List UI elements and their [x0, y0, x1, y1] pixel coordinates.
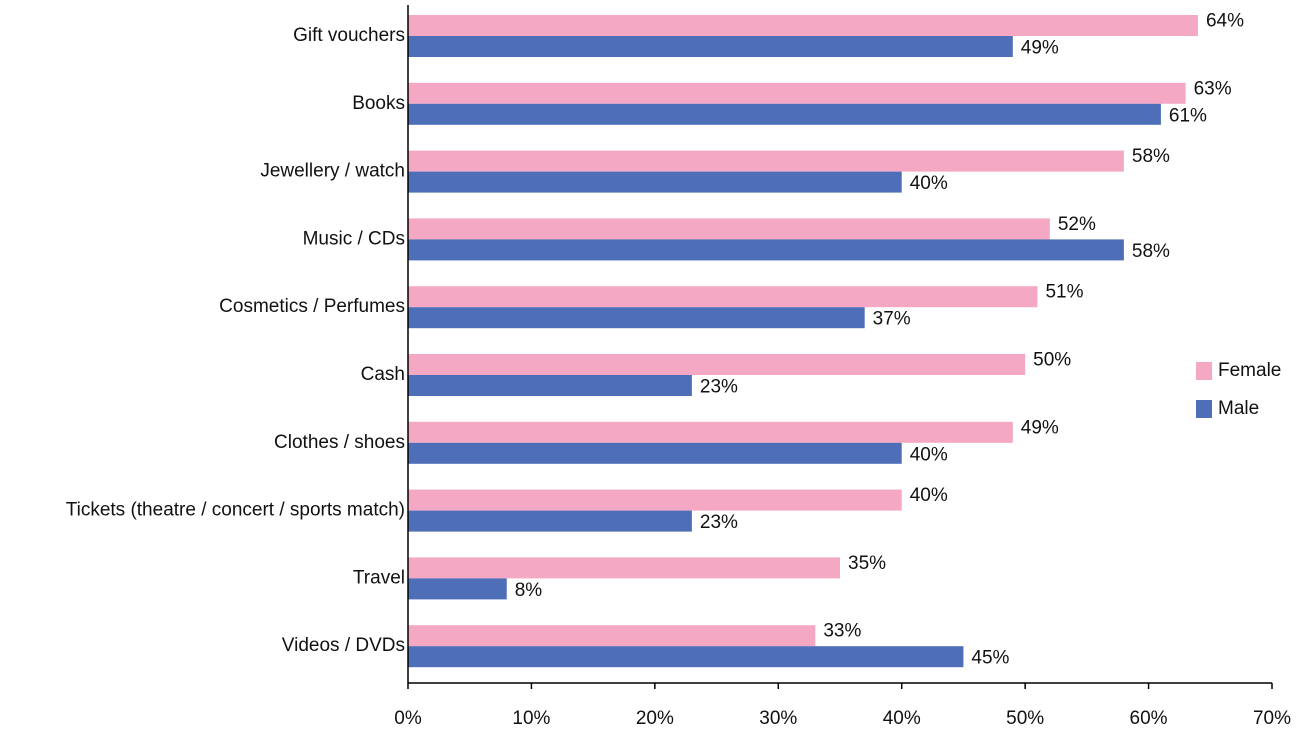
x-tick-label: 50%: [1006, 708, 1044, 729]
category-label: Videos / DVDs: [282, 635, 405, 656]
bar: [408, 239, 1124, 261]
bar: [408, 646, 964, 668]
bar: [408, 375, 692, 396]
x-tick-label: 20%: [636, 708, 674, 729]
category-label: Tickets (theatre / concert / sports matc…: [66, 500, 405, 521]
category-label: Cash: [361, 364, 405, 385]
value-label: 40%: [910, 173, 948, 194]
x-tick-label: 60%: [1130, 708, 1168, 729]
bar: [408, 421, 1013, 443]
bar: [408, 354, 1026, 375]
value-label: 8%: [515, 580, 543, 601]
value-label: 37%: [873, 309, 911, 330]
category-label: Cosmetics / Perfumes: [219, 296, 405, 317]
bar: [408, 218, 1050, 240]
x-tick-label: 10%: [512, 708, 550, 729]
value-label: 61%: [1169, 105, 1207, 126]
bar: [408, 103, 1161, 125]
value-label: 35%: [848, 553, 886, 574]
legend-label: Female: [1218, 360, 1281, 381]
bar: [408, 307, 865, 329]
bar: [408, 489, 902, 511]
legend-swatch: [1196, 400, 1212, 418]
category-label: Gift vouchers: [293, 25, 405, 46]
category-label: Books: [352, 93, 405, 114]
value-label: 40%: [910, 485, 948, 506]
value-label: 23%: [700, 512, 738, 533]
bar: [408, 82, 1186, 104]
x-tick-label: 70%: [1253, 708, 1291, 729]
bar: [408, 171, 902, 193]
value-label: 49%: [1021, 38, 1059, 59]
value-label: 52%: [1058, 214, 1096, 235]
bar: [408, 625, 816, 647]
bar: [408, 557, 840, 579]
bar: [408, 286, 1038, 308]
category-label: Travel: [353, 567, 405, 588]
bar: [408, 578, 507, 600]
x-tick-label: 0%: [394, 708, 422, 729]
value-label: 51%: [1045, 282, 1083, 303]
value-label: 50%: [1033, 350, 1071, 371]
value-label: 58%: [1132, 241, 1170, 262]
value-label: 63%: [1194, 78, 1232, 99]
x-tick-label: 30%: [759, 708, 797, 729]
value-label: 49%: [1021, 417, 1059, 438]
value-label: 64%: [1206, 11, 1244, 32]
bar: [408, 150, 1124, 172]
value-label: 33%: [823, 621, 861, 642]
legend-swatch: [1196, 362, 1212, 380]
legend-label: Male: [1218, 398, 1259, 419]
bar: [408, 510, 692, 532]
category-label: Clothes / shoes: [274, 432, 405, 453]
bar: [408, 36, 1013, 57]
category-label: Music / CDs: [303, 228, 405, 249]
value-label: 40%: [910, 444, 948, 465]
x-tick-label: 40%: [883, 708, 921, 729]
value-label: 58%: [1132, 146, 1170, 167]
value-label: 23%: [700, 377, 738, 398]
bar: [408, 442, 902, 464]
category-label: Jewellery / watch: [260, 161, 405, 182]
value-label: 45%: [971, 648, 1009, 669]
bar: [408, 15, 1198, 36]
